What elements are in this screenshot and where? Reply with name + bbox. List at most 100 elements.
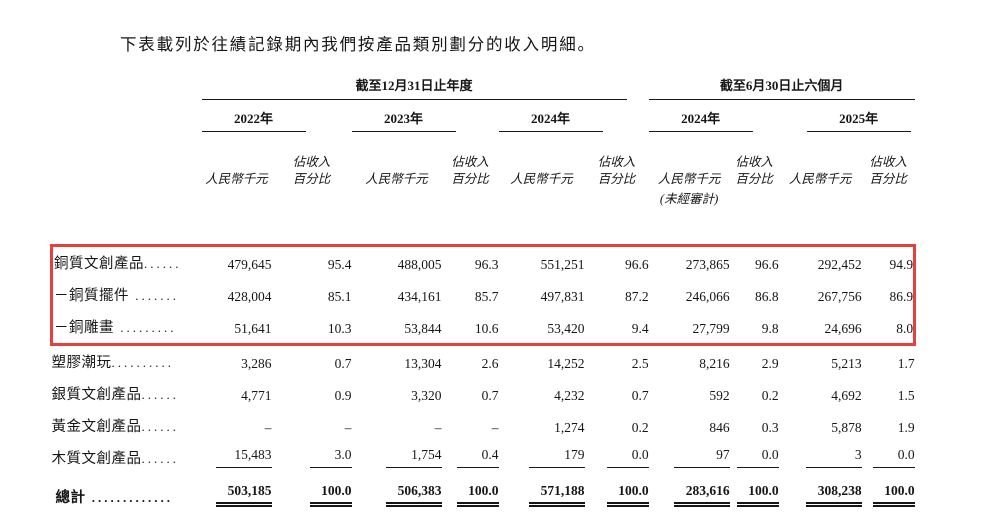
table-cell: 24,696 xyxy=(778,311,862,346)
table-cell: 273,865 xyxy=(648,244,730,279)
col-header-percent: 佔收入 百分比 xyxy=(869,155,907,186)
table-cell: 0.7 xyxy=(631,388,649,403)
year-2022: 2022年 xyxy=(201,104,306,132)
col-header-percent: 佔收入 百分比 xyxy=(735,155,773,186)
table-cell: 3.0 xyxy=(272,442,352,474)
table-cell: 9.8 xyxy=(729,311,779,346)
dot-leader: .......... xyxy=(111,355,174,370)
table-cell: 0.3 xyxy=(761,420,779,435)
table-cell: 179 xyxy=(499,442,585,474)
table-cell: – xyxy=(264,420,272,435)
table-cell: 1,274 xyxy=(554,420,585,435)
year-2024: 2024年 xyxy=(498,104,603,132)
table-cell: 87.2 xyxy=(624,289,649,304)
table-cell: 96.3 xyxy=(441,244,499,279)
table-cell: – xyxy=(491,420,499,435)
total-cell: 283,616 xyxy=(649,474,730,507)
table-cell: 8,216 xyxy=(699,356,730,371)
col-header-percent: 佔收入 百分比 xyxy=(292,155,331,186)
table-cell: 1.7 xyxy=(897,356,915,371)
total-label: 總計 ............. xyxy=(55,490,173,506)
table-cell: 0.7 xyxy=(334,356,352,371)
table-cell: 0.2 xyxy=(761,388,779,403)
total-cell: 100.0 xyxy=(585,474,649,507)
label-column-spacer xyxy=(52,132,202,188)
table-cell: 51,641 xyxy=(201,311,272,346)
total-cell: 506,383 xyxy=(352,474,442,507)
table-cell: 1.9 xyxy=(897,420,915,435)
table-cell: 94.9 xyxy=(861,244,917,279)
total-cell: 571,188 xyxy=(499,474,585,507)
total-cell: 100.0 xyxy=(730,474,779,507)
table-cell: 3 xyxy=(779,442,862,474)
unaudited-note: (未經審計) xyxy=(659,192,719,206)
table-cell: 488,005 xyxy=(351,244,442,279)
table-cell: 2.9 xyxy=(761,356,779,371)
dot-leader: ...... xyxy=(144,256,182,271)
table-cell: – xyxy=(344,420,352,435)
table-cell: 86.9 xyxy=(861,279,917,311)
table-cell: 267,756 xyxy=(817,289,862,304)
table-cell: 0.9 xyxy=(334,388,352,403)
table-row: 木質文創產品...... 15,483 3.0 1,754 0.4 179 0.… xyxy=(52,442,915,474)
dot-leader: ...... xyxy=(141,451,179,466)
total-cell: 503,185 xyxy=(202,474,272,507)
table-cell: 5,213 xyxy=(831,356,862,371)
header-body-gap xyxy=(52,188,915,246)
total-cell: 100.0 xyxy=(862,474,915,507)
table-cell: 846 xyxy=(709,420,730,435)
col-header-percent: 佔收入 百分比 xyxy=(597,155,636,186)
dot-leader: ...... xyxy=(141,387,179,402)
total-cell: 100.0 xyxy=(272,474,352,507)
table-cell: 95.4 xyxy=(271,244,352,279)
table-cell: 1,754 xyxy=(352,442,442,474)
col-header-percent: 佔收入 百分比 xyxy=(451,155,489,186)
table-cell: 4,771 xyxy=(241,388,272,403)
dot-leader: ....... xyxy=(129,288,179,303)
total-cell: 100.0 xyxy=(442,474,499,507)
table-row: 銀質文創產品...... 4,771 0.9 3,320 0.7 4,232 0… xyxy=(52,378,915,410)
row-label: －銅雕畫 ......... xyxy=(50,311,202,346)
table-cell: 4,232 xyxy=(554,388,585,403)
year-2025-interim: 2025年 xyxy=(806,104,911,132)
table-row: 黃金文創產品...... – – – – 1,274 0.2 846 0.3 5… xyxy=(52,410,915,442)
table-cell: 85.1 xyxy=(327,289,352,304)
table-cell: 8.0 xyxy=(861,311,917,346)
row-label: 銅質文創產品...... xyxy=(50,244,202,279)
table-cell: 2.6 xyxy=(481,356,499,371)
table-cell: 497,831 xyxy=(540,289,585,304)
table-cell: 592 xyxy=(709,388,730,403)
table-row-highlighted: －銅質擺件 ....... 428,004 85.1 434,161 85.7 … xyxy=(50,279,917,311)
table-cell: 13,304 xyxy=(404,356,442,371)
table-cell: 53,844 xyxy=(351,311,442,346)
table-total-row: 總計 ............. 503,185 100.0 506,383 1… xyxy=(52,474,915,507)
table-cell: 2.5 xyxy=(631,356,649,371)
table-cell: 4,692 xyxy=(831,388,862,403)
period-group-interim: 截至6月30日止六個月 xyxy=(648,75,915,100)
table-row-highlighted: －銅雕畫 ......... 51,641 10.3 53,844 10.6 5… xyxy=(50,311,917,346)
year-2024-interim: 2024年 xyxy=(648,104,753,132)
table-row: 塑膠潮玩.......... 3,286 0.7 13,304 2.6 14,2… xyxy=(52,345,915,379)
table-cell: 15,483 xyxy=(202,442,272,474)
col-header-amount: 人民幣千元 xyxy=(510,172,573,186)
table-cell: 97 xyxy=(649,442,730,474)
label-column-spacer xyxy=(52,72,202,100)
col-header-amount-unaudited: 人民幣千元 (未經審計) xyxy=(649,132,730,206)
table-cell: 1.5 xyxy=(897,388,915,403)
table-cell: 0.0 xyxy=(730,442,779,474)
label-column-spacer xyxy=(52,100,202,132)
dot-leader: ...... xyxy=(141,419,179,434)
dot-leader: ......... xyxy=(114,320,177,335)
table-cell: 0.0 xyxy=(585,442,649,474)
row-label: 木質文創產品...... xyxy=(51,451,179,467)
col-header-amount: 人民幣千元 xyxy=(205,172,268,186)
table-cell: 10.6 xyxy=(441,311,499,346)
row-label: 塑膠潮玩.......... xyxy=(51,355,174,371)
table-cell: 86.8 xyxy=(754,289,779,304)
table-cell: 246,066 xyxy=(685,289,730,304)
col-header-amount: 人民幣千元 xyxy=(365,172,428,186)
table-cell: 96.6 xyxy=(729,244,779,279)
table-cell: 3,320 xyxy=(411,388,442,403)
table-cell: 0.4 xyxy=(442,442,499,474)
table-cell: 5,878 xyxy=(831,420,862,435)
